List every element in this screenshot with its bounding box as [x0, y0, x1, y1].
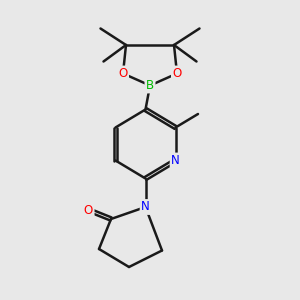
Text: N: N [141, 200, 150, 214]
Text: O: O [172, 67, 182, 80]
Text: B: B [146, 79, 154, 92]
Text: N: N [171, 154, 180, 167]
Text: O: O [84, 203, 93, 217]
Text: O: O [118, 67, 127, 80]
